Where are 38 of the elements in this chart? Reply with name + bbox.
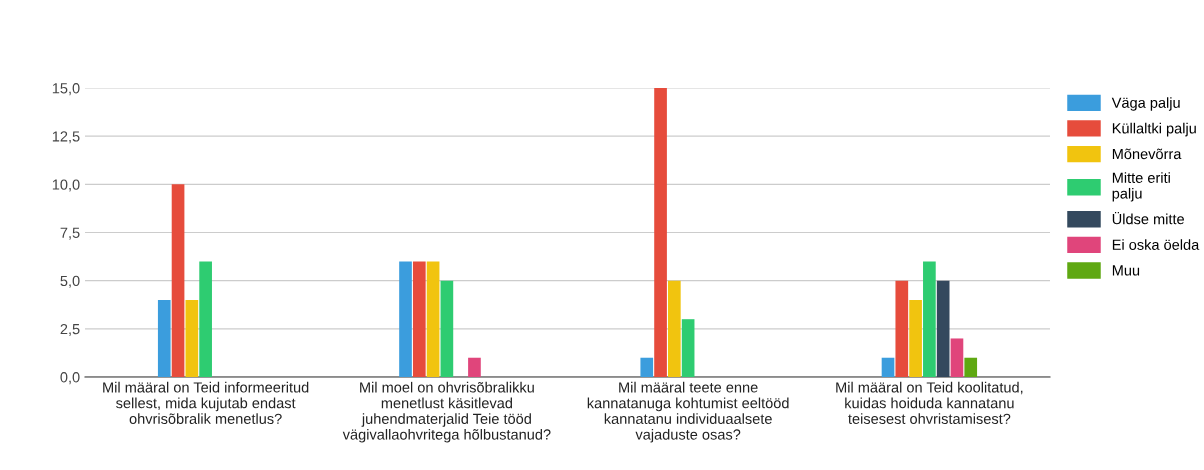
bar — [399, 261, 412, 377]
bar — [936, 280, 950, 377]
bar — [171, 184, 185, 377]
bar — [950, 338, 964, 377]
legend-label: Muu — [1112, 265, 1140, 276]
bar — [923, 261, 936, 377]
bar — [426, 261, 440, 377]
y-tick-label: 0,0 — [60, 372, 80, 385]
bar — [185, 299, 199, 377]
bar — [157, 299, 171, 377]
bar — [881, 357, 895, 377]
bar — [412, 261, 426, 377]
y-tick-label: 5,0 — [60, 275, 80, 288]
legend-label: Küllaltki palju — [1112, 122, 1196, 137]
y-tick-label: 15,0 — [52, 83, 80, 96]
y-tick-label: 12,5 — [52, 131, 80, 144]
y-tick-label: 2,5 — [60, 323, 80, 336]
bar — [909, 299, 922, 377]
legend-label: Ei oska öelda — [1112, 239, 1200, 250]
bar — [895, 280, 909, 377]
bar — [640, 357, 654, 377]
y-tick-label: 7,5 — [60, 227, 80, 240]
x-tick-label: Mil määral on Teid koolitatud, kuidas hoiduda kannatanu teisesest ohvristamisest? — [836, 381, 1023, 424]
legend-label: Üldse mitte — [1112, 211, 1184, 225]
bar — [654, 88, 667, 377]
x-tick-label: Mil määral teete enne kannatanuga kohtumist eeltööd kannatanu individuaalsete vajaduste osas? — [587, 381, 789, 443]
bar — [440, 280, 454, 377]
bar — [681, 319, 695, 377]
bar — [468, 357, 481, 377]
y-tick-label: 10,0 — [52, 179, 80, 192]
legend-label: Väga palju — [1111, 97, 1180, 111]
legend-label: Mitte eriti palju — [1112, 172, 1170, 202]
legend-label: Mõnevõrra — [1112, 148, 1182, 160]
bar — [668, 280, 681, 377]
bar — [964, 357, 978, 377]
bar — [199, 261, 212, 377]
x-tick-label: Mil määral on Teid informeeritud sellest, mida kujutab endast ohvrisõbralik menetlus? — [103, 381, 309, 424]
x-tick-label: Mil moel on ohvrisõbralikku menetlust käsitlevad juhendmaterjalid Teie tööd vägivallaohvritega hõlbustanud? — [342, 381, 551, 443]
